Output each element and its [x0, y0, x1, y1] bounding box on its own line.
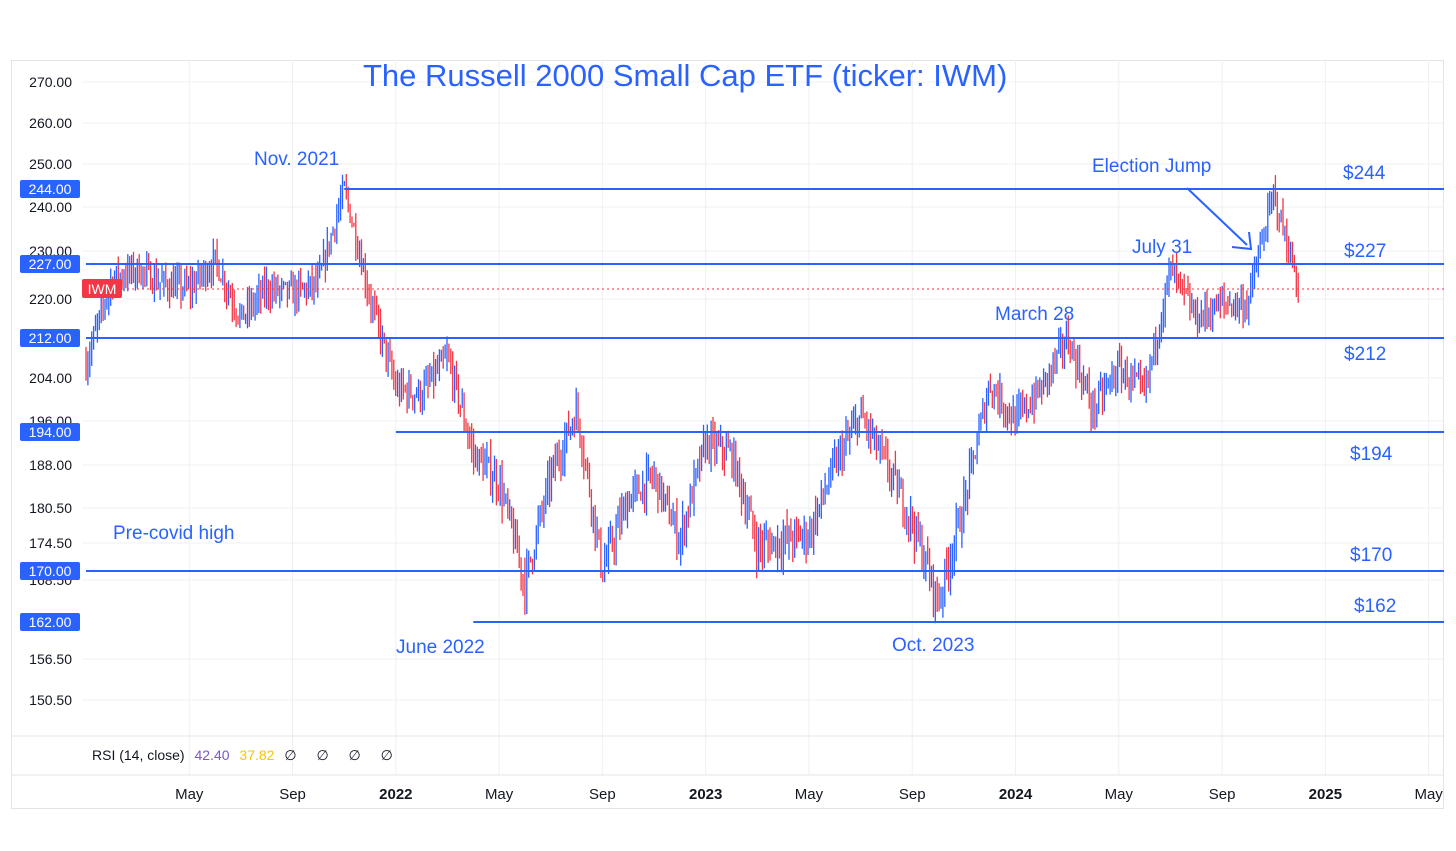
- x-tick-label: May: [1414, 786, 1443, 803]
- arrow-head: [1231, 231, 1253, 251]
- rsi-value-2: 37.82: [239, 747, 275, 763]
- annotation-june-2022: June 2022: [396, 637, 485, 658]
- annotation-july-31: July 31: [1132, 237, 1193, 258]
- y-tick-label: 188.00: [29, 457, 72, 473]
- price-series: [85, 174, 1299, 624]
- rsi-name: RSI (14, close): [92, 747, 185, 763]
- y-tick-label: 220.00: [29, 291, 72, 307]
- level-badge-227: [20, 255, 80, 273]
- rsi-null-values: ∅ ∅ ∅ ∅: [284, 747, 401, 763]
- level-badge-212: [20, 329, 80, 347]
- time-axis: May Sep 2022 May Sep 2023 May Sep 2024 May Sep 2025…: [175, 786, 1443, 803]
- level-badge-162: [20, 613, 80, 631]
- level-label-227: $227: [1344, 241, 1387, 262]
- level-badge-194: [20, 423, 80, 441]
- annotation-election-jump: Election Jump: [1092, 156, 1212, 177]
- level-badge-label: 227.00: [29, 256, 72, 272]
- rsi-value-1: 42.40: [194, 747, 230, 763]
- level-badge-label: 212.00: [29, 330, 72, 346]
- x-tick-label: May: [1105, 786, 1134, 803]
- level-badge-label: 194.00: [29, 424, 72, 440]
- y-tick-label: 270.00: [29, 74, 72, 90]
- x-tick-label: May: [795, 786, 824, 803]
- symbol-badge: [82, 279, 122, 298]
- y-tick-label: 150.50: [29, 692, 72, 708]
- x-tick-label: 2025: [1309, 786, 1342, 803]
- y-tick-label: 174.50: [29, 535, 72, 551]
- y-tick-label: 240.00: [29, 199, 72, 215]
- annotation-march-28: March 28: [995, 304, 1075, 325]
- chart-title: The Russell 2000 Small Cap ETF (ticker: …: [363, 58, 1008, 93]
- level-badge-170: [20, 562, 80, 580]
- election-jump-arrow: [1186, 187, 1253, 251]
- level-label-170: $170: [1350, 545, 1393, 566]
- x-tick-label: May: [485, 786, 514, 803]
- annotation-pre-covid-high: Pre-covid high: [113, 523, 235, 544]
- support-resistance-levels: [82, 188, 1444, 623]
- rsi-legend: RSI (14, close) 42.40 37.82 ∅ ∅ ∅ ∅: [92, 747, 401, 764]
- level-badge-label: 162.00: [29, 614, 72, 630]
- level-label-194: $194: [1350, 444, 1393, 465]
- x-tick-label: Sep: [279, 786, 306, 803]
- price-axis: 270.00260.00250.00240.00230.00220.00204.…: [20, 74, 122, 708]
- symbol-badge-label: IWM: [88, 281, 117, 297]
- level-label-244: $244: [1343, 163, 1386, 184]
- chart-frame: [11, 60, 1444, 809]
- x-tick-label: 2022: [379, 786, 412, 803]
- grid: [11, 60, 1444, 776]
- y-tick-label: 156.50: [29, 651, 72, 667]
- level-badge-label: 170.00: [29, 563, 72, 579]
- x-tick-label: Sep: [1209, 786, 1236, 803]
- y-tick-label: 250.00: [29, 156, 72, 172]
- arrow-shaft: [1186, 187, 1248, 246]
- annotation-nov-2021: Nov. 2021: [254, 149, 340, 170]
- y-tick-label: 180.50: [29, 500, 72, 516]
- x-tick-label: May: [175, 786, 204, 803]
- y-tick-label: 260.00: [29, 115, 72, 131]
- y-tick-label: 204.00: [29, 370, 72, 386]
- x-tick-label: Sep: [589, 786, 616, 803]
- level-label-162: $162: [1354, 596, 1397, 617]
- level-label-212: $212: [1344, 344, 1387, 365]
- level-badge-244: [20, 180, 80, 198]
- x-tick-label: 2024: [999, 786, 1033, 803]
- x-tick-label: Sep: [899, 786, 926, 803]
- x-tick-label: 2023: [689, 786, 722, 803]
- level-badge-label: 244.00: [29, 181, 72, 197]
- annotation-oct-2023: Oct. 2023: [892, 635, 975, 656]
